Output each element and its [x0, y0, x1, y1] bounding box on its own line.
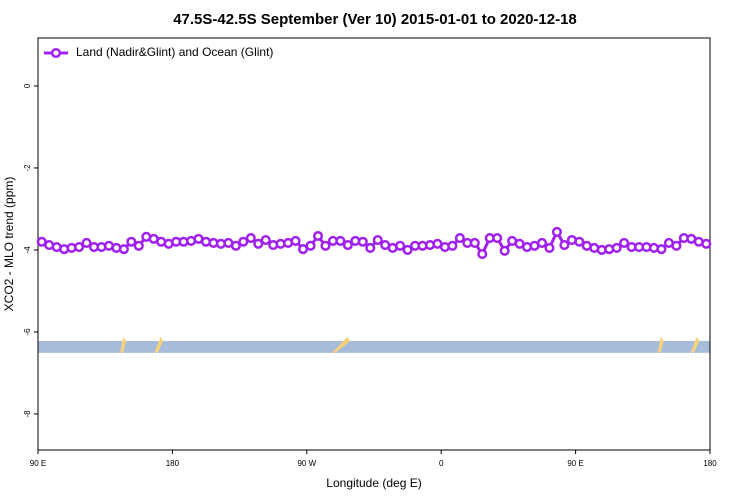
land-patch: [657, 336, 664, 353]
land-patch: [154, 336, 164, 353]
point: [477, 248, 488, 260]
x-tick-label: 90 E: [30, 459, 46, 468]
point: [74, 242, 85, 253]
point: [260, 235, 271, 246]
point: [499, 245, 510, 256]
point: [365, 242, 376, 253]
surface-band: [38, 340, 710, 353]
point: [619, 237, 630, 249]
land-patch: [690, 336, 700, 353]
x-axis-label: Longitude (deg E): [326, 476, 421, 490]
point: [701, 238, 712, 249]
point: [559, 239, 570, 251]
y-tick-label: -8: [23, 410, 32, 418]
point: [551, 226, 562, 237]
point: [81, 237, 92, 249]
point: [238, 236, 249, 247]
point: [320, 240, 331, 251]
y-tick-label: -4: [23, 246, 32, 254]
point: [372, 235, 383, 246]
point: [574, 236, 585, 247]
point: [454, 233, 465, 244]
point: [536, 237, 548, 249]
y-tick-label: -6: [23, 328, 32, 336]
point: [312, 230, 324, 242]
point: [118, 244, 129, 255]
chart-title: 47.5S-42.5S September (Ver 10) 2015-01-0…: [173, 11, 577, 28]
point: [395, 240, 406, 251]
x-tick-label: 180: [166, 459, 180, 468]
point: [492, 233, 503, 244]
point: [656, 244, 667, 255]
point: [611, 242, 622, 253]
x-tick-label: 0: [439, 459, 444, 468]
x-tick-label: 90 W: [297, 459, 316, 468]
legend-marker: [50, 47, 62, 59]
point: [544, 242, 555, 253]
legend-label: Land (Nadir&Glint) and Ocean (Glint): [76, 45, 273, 59]
point: [402, 244, 413, 255]
point: [447, 240, 458, 251]
land-patch: [332, 336, 351, 353]
point: [126, 236, 137, 247]
point: [253, 238, 264, 249]
point: [335, 235, 346, 246]
y-tick-label: -2: [23, 164, 32, 172]
x-tick-label: 90 E: [567, 459, 583, 468]
point: [290, 235, 301, 246]
y-tick-label: 0: [23, 83, 32, 88]
point: [357, 236, 368, 247]
point: [671, 240, 682, 251]
point: [133, 240, 144, 251]
point: [342, 239, 353, 251]
y-axis-label: XCO2 - MLO trend (ppm): [2, 177, 16, 312]
point: [305, 240, 316, 251]
x-tick-label: 180: [703, 459, 717, 468]
point: [245, 233, 256, 244]
land-patch: [120, 336, 127, 353]
point: [469, 237, 480, 249]
point: [230, 240, 241, 251]
